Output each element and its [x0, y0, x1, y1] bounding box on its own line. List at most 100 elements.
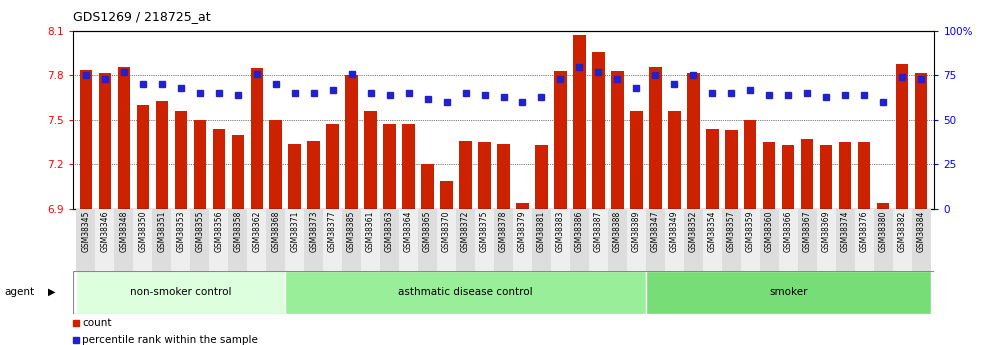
Bar: [270, 120, 282, 209]
Bar: [874, 209, 893, 271]
Text: GSM38351: GSM38351: [157, 210, 166, 252]
Text: GSM38362: GSM38362: [252, 210, 261, 252]
Text: GSM38377: GSM38377: [328, 210, 337, 252]
Text: GSM38369: GSM38369: [822, 210, 831, 252]
Text: GSM38352: GSM38352: [689, 210, 698, 252]
Bar: [232, 135, 244, 209]
Bar: [608, 209, 627, 271]
Text: GSM38374: GSM38374: [841, 210, 850, 252]
Bar: [137, 105, 149, 209]
Text: GSM38385: GSM38385: [347, 210, 356, 252]
Text: GSM38366: GSM38366: [783, 210, 793, 252]
Bar: [703, 209, 722, 271]
Bar: [551, 209, 570, 271]
Bar: [285, 271, 645, 314]
Text: GSM38365: GSM38365: [423, 210, 432, 252]
Bar: [627, 209, 645, 271]
Bar: [307, 141, 320, 209]
Bar: [630, 111, 642, 209]
Text: GSM38381: GSM38381: [537, 210, 546, 252]
Text: GSM38353: GSM38353: [176, 210, 185, 252]
Bar: [365, 111, 377, 209]
Text: GSM38371: GSM38371: [290, 210, 299, 252]
Bar: [763, 142, 775, 209]
Text: GSM38387: GSM38387: [594, 210, 603, 252]
Text: GSM38359: GSM38359: [746, 210, 755, 252]
Bar: [77, 209, 96, 271]
Bar: [802, 139, 814, 209]
Text: GSM38349: GSM38349: [670, 210, 679, 252]
Text: GSM38373: GSM38373: [309, 210, 318, 252]
Text: percentile rank within the sample: percentile rank within the sample: [83, 335, 259, 345]
Bar: [782, 145, 795, 209]
Text: GSM38357: GSM38357: [727, 210, 736, 252]
Text: GSM38376: GSM38376: [860, 210, 869, 252]
Text: agent: agent: [4, 287, 34, 296]
Bar: [650, 67, 662, 209]
Bar: [251, 68, 263, 209]
Bar: [645, 209, 665, 271]
Text: GSM38346: GSM38346: [101, 210, 110, 252]
Bar: [589, 209, 608, 271]
Bar: [133, 209, 152, 271]
Bar: [99, 72, 111, 209]
Bar: [554, 71, 567, 209]
Bar: [760, 209, 778, 271]
Bar: [190, 209, 209, 271]
Bar: [421, 164, 434, 209]
Text: GSM38380: GSM38380: [879, 210, 888, 252]
Bar: [403, 124, 415, 209]
Bar: [858, 142, 870, 209]
Bar: [684, 209, 703, 271]
Bar: [247, 209, 266, 271]
Text: smoker: smoker: [769, 287, 808, 297]
Text: GSM38388: GSM38388: [613, 210, 622, 252]
Bar: [118, 67, 130, 209]
Bar: [877, 203, 889, 209]
Text: GSM38345: GSM38345: [82, 210, 91, 252]
Bar: [114, 209, 133, 271]
Text: count: count: [83, 318, 112, 328]
Bar: [855, 209, 874, 271]
Text: GSM38367: GSM38367: [803, 210, 812, 252]
Bar: [665, 209, 684, 271]
Text: GSM38354: GSM38354: [708, 210, 717, 252]
Bar: [536, 145, 548, 209]
Bar: [741, 209, 760, 271]
Bar: [836, 209, 855, 271]
Bar: [494, 209, 513, 271]
Bar: [669, 111, 681, 209]
Text: non-smoker control: non-smoker control: [130, 287, 232, 297]
Text: GDS1269 / 218725_at: GDS1269 / 218725_at: [73, 10, 210, 23]
Text: GSM38375: GSM38375: [480, 210, 489, 252]
Bar: [345, 76, 357, 209]
Bar: [440, 180, 453, 209]
Text: GSM38382: GSM38382: [897, 210, 906, 252]
Bar: [209, 209, 229, 271]
Bar: [304, 209, 323, 271]
Bar: [418, 209, 437, 271]
Bar: [893, 209, 911, 271]
Bar: [152, 209, 171, 271]
Text: GSM38363: GSM38363: [385, 210, 394, 252]
Text: GSM38360: GSM38360: [764, 210, 773, 252]
Text: GSM38355: GSM38355: [195, 210, 204, 252]
Bar: [266, 209, 285, 271]
Bar: [342, 209, 362, 271]
Text: asthmatic disease control: asthmatic disease control: [398, 287, 533, 297]
Bar: [229, 209, 247, 271]
Bar: [96, 209, 114, 271]
Bar: [399, 209, 418, 271]
Text: ▶: ▶: [48, 287, 55, 296]
Bar: [687, 72, 700, 209]
Bar: [384, 124, 396, 209]
Bar: [362, 209, 380, 271]
Text: GSM38364: GSM38364: [404, 210, 413, 252]
Bar: [611, 71, 623, 209]
Bar: [288, 144, 301, 209]
Text: GSM38383: GSM38383: [556, 210, 565, 252]
Bar: [778, 209, 798, 271]
Text: GSM38384: GSM38384: [916, 210, 925, 252]
Bar: [323, 209, 342, 271]
Text: GSM38356: GSM38356: [214, 210, 224, 252]
